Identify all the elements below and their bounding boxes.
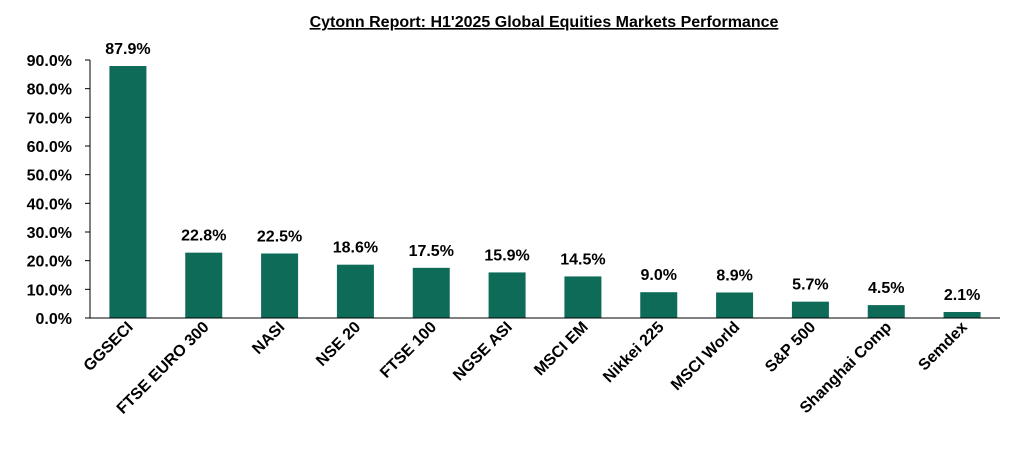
- y-tick-label: 20.0%: [27, 254, 72, 271]
- bar: [716, 292, 754, 318]
- x-tick-label: NSE 20: [313, 319, 364, 370]
- data-label: 22.5%: [257, 229, 302, 246]
- bar: [412, 267, 450, 318]
- x-tick-label: MSCI EM: [531, 319, 591, 379]
- x-tick-label: FTSE 100: [377, 319, 440, 382]
- y-tick-label: 50.0%: [27, 168, 72, 185]
- bar: [791, 301, 829, 318]
- bar: [564, 276, 602, 318]
- bar: [867, 305, 905, 318]
- bar: [488, 272, 526, 318]
- chart-title: Cytonn Report: H1'2025 Global Equities M…: [310, 14, 779, 31]
- data-label: 4.5%: [868, 280, 904, 297]
- bar: [943, 311, 981, 318]
- bar: [336, 264, 374, 318]
- y-tick-label: 40.0%: [27, 196, 72, 213]
- y-tick-label: 60.0%: [27, 139, 72, 156]
- x-tick-label: NGSE ASI: [450, 319, 516, 385]
- bar: [261, 253, 299, 318]
- data-label: 15.9%: [484, 247, 529, 264]
- data-label: 2.1%: [944, 287, 980, 304]
- x-tick-label: GGSECI: [81, 319, 137, 375]
- data-label: 22.8%: [181, 228, 226, 245]
- x-tick-label: S&P 500: [762, 319, 819, 376]
- y-tick-label: 80.0%: [27, 82, 72, 99]
- y-axis-ticks: 0.0% 10.0% 20.0% 30.0% 40.0% 50.0% 60.0% 70.0% 8…: [27, 53, 90, 328]
- bars: [109, 66, 981, 319]
- data-labels: 87.9% 22.8% 22.5% 18.6% 17.5% 15.9% 14.5% 9.0% 8…: [105, 41, 980, 304]
- bar: [640, 292, 678, 318]
- data-label: 14.5%: [560, 251, 605, 268]
- x-tick-label: Nikkei 225: [600, 319, 667, 386]
- data-label: 5.7%: [792, 277, 828, 294]
- x-tick-label: MSCI World: [668, 319, 743, 394]
- x-tick-label: Semdex: [915, 319, 970, 374]
- y-tick-label: 30.0%: [27, 225, 72, 242]
- data-label: 18.6%: [333, 240, 378, 257]
- bar: [185, 252, 223, 318]
- x-tick-label: NASI: [249, 319, 288, 358]
- data-label: 9.0%: [641, 267, 677, 284]
- data-label: 8.9%: [716, 267, 752, 284]
- data-label: 87.9%: [105, 41, 150, 58]
- bar: [109, 66, 147, 319]
- y-tick-label: 90.0%: [27, 53, 72, 70]
- y-tick-label: 0.0%: [36, 311, 72, 328]
- y-tick-label: 70.0%: [27, 110, 72, 127]
- data-label: 17.5%: [409, 243, 454, 260]
- y-tick-label: 10.0%: [27, 282, 72, 299]
